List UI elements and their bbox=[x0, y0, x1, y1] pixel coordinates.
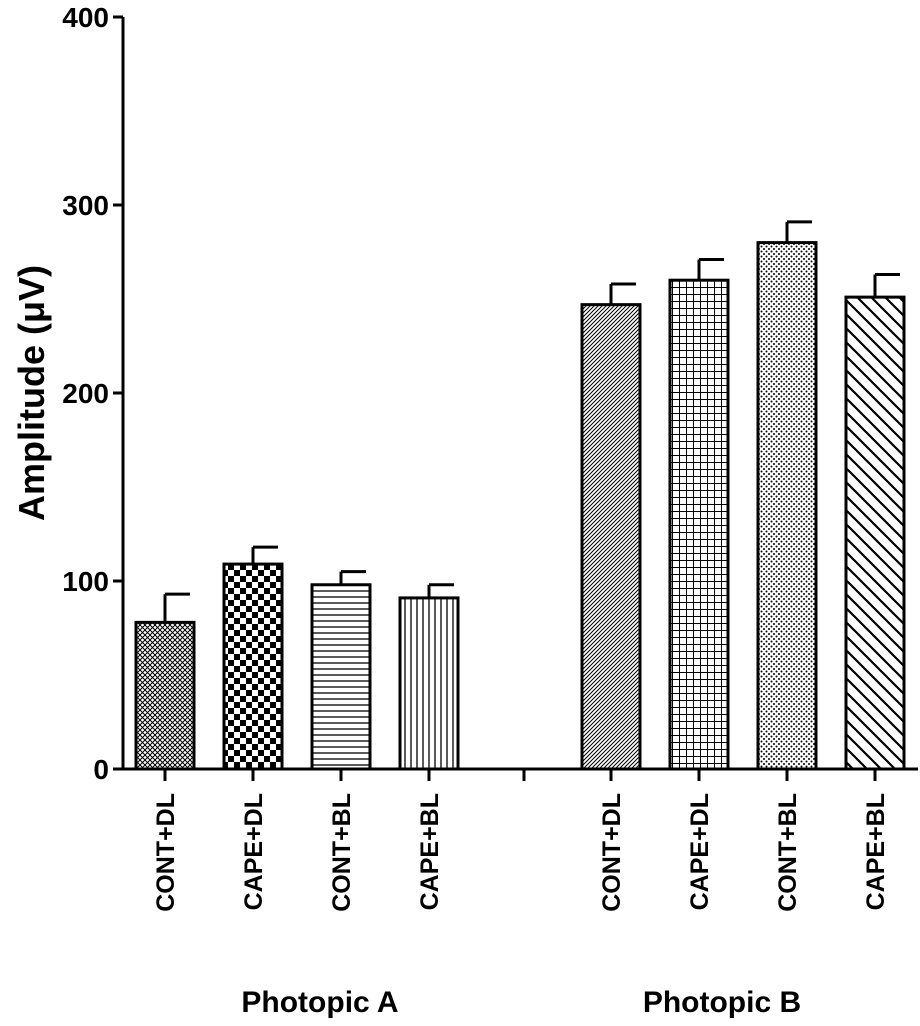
category-label: CAPE+DL bbox=[240, 793, 268, 910]
bar bbox=[668, 278, 730, 771]
bar bbox=[398, 596, 460, 771]
category-label: CAPE+DL bbox=[686, 793, 714, 910]
labels: 0 100 200 300 400 Amplitude (μV) CONT+DL CAPE+D… bbox=[11, 2, 890, 1019]
bars bbox=[134, 220, 906, 771]
category-label: CONT+BL bbox=[328, 793, 356, 912]
bar bbox=[222, 562, 284, 771]
y-tick-label: 400 bbox=[62, 2, 109, 33]
bar bbox=[756, 241, 818, 771]
bar bbox=[310, 583, 372, 771]
y-tick-label: 0 bbox=[93, 754, 109, 785]
bar bbox=[134, 620, 196, 771]
group-label: Photopic B bbox=[643, 986, 801, 1019]
category-label: CONT+DL bbox=[152, 793, 180, 912]
bar bbox=[580, 303, 642, 771]
y-tick-label: 300 bbox=[62, 190, 109, 221]
category-label: CAPE+BL bbox=[416, 793, 444, 910]
category-label: CAPE+BL bbox=[862, 793, 890, 910]
category-label: CONT+DL bbox=[598, 793, 626, 912]
y-tick-label: 200 bbox=[62, 378, 109, 409]
y-axis-title: Amplitude (μV) bbox=[11, 265, 52, 521]
category-label: CONT+BL bbox=[774, 793, 802, 912]
bar bbox=[844, 295, 906, 771]
group-label: Photopic A bbox=[241, 986, 398, 1019]
y-tick-label: 100 bbox=[62, 566, 109, 597]
